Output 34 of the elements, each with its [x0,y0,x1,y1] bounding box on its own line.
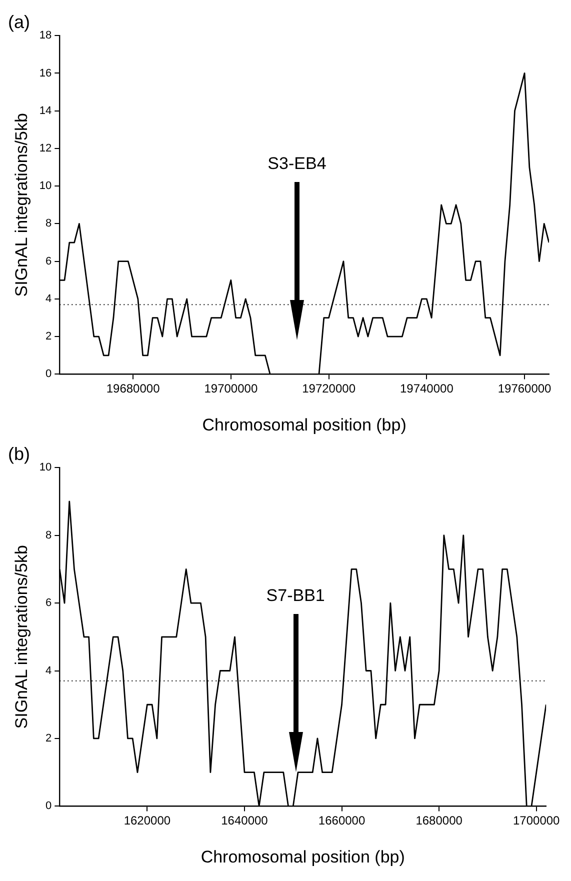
y-tick-label: 10 [39,462,52,474]
y-tick-label: 16 [39,67,52,80]
y-tick-label: 2 [46,732,52,745]
x-axis-title: Chromosomal position (bp) [200,847,405,866]
y-tick-label: 0 [46,368,52,380]
chart-title: (b) [8,444,30,464]
annotation: S3-EB4 [268,154,326,173]
y-tick-label: 10 [39,180,52,192]
y-axis-title: SIGnAL integrations/5kb [12,113,31,297]
x-axis-title: Chromosomal position (bp) [202,415,406,434]
y-axis-title: SIGnAL integrations/5kb [12,545,31,729]
y-tick-label: 14 [39,104,52,117]
x-tick-label: 19740000 [400,382,454,396]
y-tick-label: 8 [46,529,52,542]
y-tick-label: 18 [39,30,52,42]
chart-title: (a) [8,12,30,32]
x-tick-label: 19760000 [498,382,552,396]
y-tick-label: 2 [46,330,52,343]
x-tick-label: 1640000 [221,814,268,828]
y-tick-label: 12 [39,142,52,154]
x-tick-label: 19680000 [106,382,160,396]
y-tick-label: 6 [46,255,52,268]
y-tick-label: 4 [46,664,52,677]
y-tick-label: 6 [46,597,52,610]
y-tick-label: 8 [46,218,52,230]
x-tick-label: 1700000 [513,814,560,828]
x-tick-label: 19720000 [302,382,356,396]
x-tick-label: 1660000 [318,814,366,828]
annotation: S7-BB1 [266,586,325,605]
y-tick-label: 0 [46,800,52,812]
x-tick-label: 19700000 [204,382,258,396]
x-tick-label: 1620000 [124,814,171,828]
y-tick-label: 4 [46,292,52,305]
x-tick-label: 1680000 [416,814,463,828]
